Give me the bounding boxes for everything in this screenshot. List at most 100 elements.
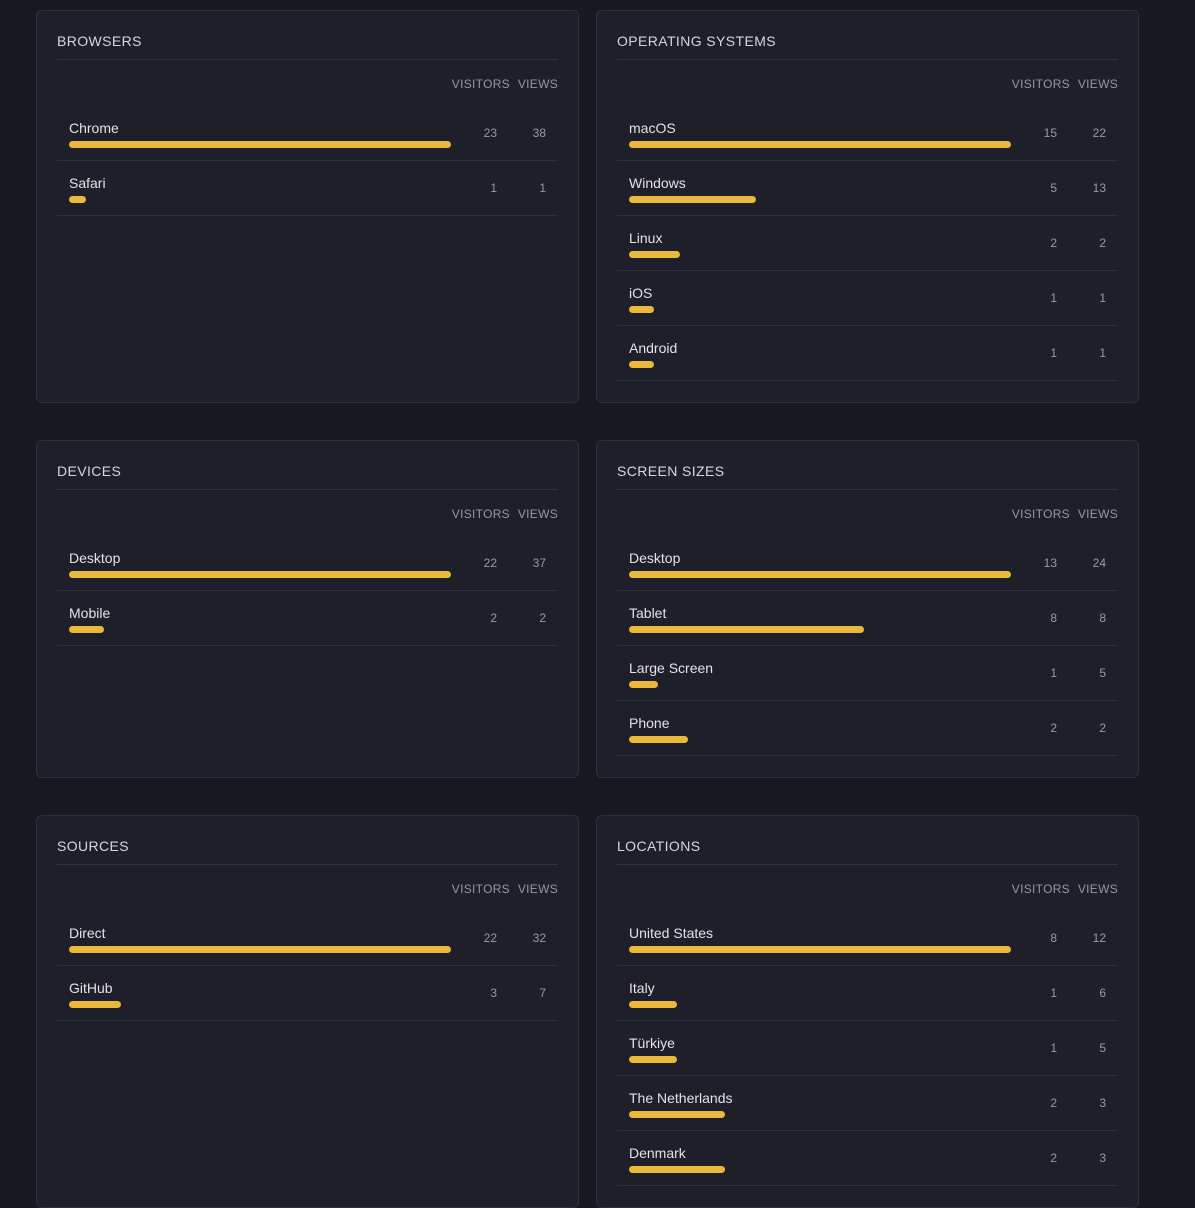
bar [629, 1111, 725, 1118]
list-row: Chrome 23 38 [57, 106, 558, 161]
column-label: VIEWS [1077, 77, 1118, 91]
views-count: 37 [532, 556, 546, 570]
visitors-count: 5 [1050, 181, 1057, 195]
views-count: 13 [1092, 181, 1106, 195]
column-label: VIEWS [1077, 507, 1118, 521]
column-header: VISITORS VIEWS [617, 865, 1118, 901]
column-header: VISITORS VIEWS [617, 60, 1118, 96]
column-header: VISITORS VIEWS [57, 865, 558, 901]
list-row: The Netherlands 2 3 [617, 1076, 1118, 1131]
views-count: 24 [1092, 556, 1106, 570]
column-header: VISITORS VIEWS [57, 60, 558, 96]
row-list: Desktop 13 24 Tablet 8 8 Large Screen 1 5 Phone 2 2 [617, 536, 1118, 756]
views-count: 5 [1099, 666, 1106, 680]
visitors-count: 8 [1050, 611, 1057, 625]
views-count: 38 [532, 126, 546, 140]
panel: SCREEN SIZES VISITORS VIEWS Desktop 13 24 Tabl… [596, 440, 1139, 778]
list-row: macOS 15 22 [617, 106, 1118, 161]
column-label: VISITORS [451, 77, 510, 91]
bar [629, 251, 680, 258]
panel-title: BROWSERS [57, 11, 558, 60]
views-count: 5 [1099, 1041, 1106, 1055]
visitors-count: 2 [1050, 1096, 1057, 1110]
bar [629, 1056, 677, 1063]
row-list: macOS 15 22 Windows 5 13 Linux 2 2 iOS 1 1 Android 1 1 [617, 106, 1118, 381]
list-row: Safari 1 1 [57, 161, 558, 216]
visitors-count: 8 [1050, 931, 1057, 945]
list-row: Türkiye 1 5 [617, 1021, 1118, 1076]
visitors-count: 2 [490, 611, 497, 625]
visitors-count: 2 [1050, 721, 1057, 735]
views-count: 2 [1099, 236, 1106, 250]
row-label: Tablet [629, 605, 667, 621]
views-count: 3 [1099, 1096, 1106, 1110]
visitors-count: 1 [1050, 666, 1057, 680]
bar [69, 196, 86, 203]
row-label: macOS [629, 120, 676, 136]
panel: LOCATIONS VISITORS VIEWS United States 8 12 It… [596, 815, 1139, 1208]
bar [69, 571, 451, 578]
list-row: Direct 22 32 [57, 911, 558, 966]
panel-title: OPERATING SYSTEMS [617, 11, 1118, 60]
row-label: The Netherlands [629, 1090, 733, 1106]
visitors-count: 2 [1050, 1151, 1057, 1165]
visitors-count: 22 [483, 556, 497, 570]
page: BROWSERS VISITORS VIEWS Chrome 23 38 Safari 1 1 O… [36, 10, 1139, 1208]
list-row: Windows 5 13 [617, 161, 1118, 216]
row-list: Desktop 22 37 Mobile 2 2 [57, 536, 558, 646]
column-header: VISITORS VIEWS [57, 490, 558, 526]
bar [629, 1166, 725, 1173]
column-label: VIEWS [517, 507, 558, 521]
row-label: Türkiye [629, 1035, 675, 1051]
row-label: Denmark [629, 1145, 686, 1161]
panel-title: SCREEN SIZES [617, 441, 1118, 490]
row-label: Linux [629, 230, 663, 246]
list-row: Mobile 2 2 [57, 591, 558, 646]
row-label: Desktop [69, 550, 121, 566]
row-list: Chrome 23 38 Safari 1 1 [57, 106, 558, 216]
bar [69, 1001, 122, 1008]
bar [629, 946, 1011, 953]
panel: BROWSERS VISITORS VIEWS Chrome 23 38 Safari 1 1 [36, 10, 579, 403]
row-label: Windows [629, 175, 686, 191]
bar [69, 141, 451, 148]
panel: OPERATING SYSTEMS VISITORS VIEWS macOS 15 22 W… [596, 10, 1139, 403]
column-label: VIEWS [517, 882, 558, 896]
visitors-count: 3 [490, 986, 497, 1000]
views-count: 1 [539, 181, 546, 195]
visitors-count: 15 [1043, 126, 1057, 140]
bar [69, 946, 451, 953]
row-label: United States [629, 925, 714, 941]
row-label: iOS [629, 285, 653, 301]
views-count: 1 [1099, 291, 1106, 305]
bar [69, 626, 104, 633]
column-label: VISITORS [1011, 882, 1070, 896]
column-label: VIEWS [517, 77, 558, 91]
views-count: 8 [1099, 611, 1106, 625]
visitors-count: 1 [1050, 291, 1057, 305]
visitors-count: 1 [1050, 346, 1057, 360]
column-label: VISITORS [1011, 507, 1070, 521]
bar [629, 196, 757, 203]
row-label: Safari [69, 175, 106, 191]
row-label: Android [629, 340, 678, 356]
views-count: 3 [1099, 1151, 1106, 1165]
list-row: Desktop 13 24 [617, 536, 1118, 591]
row-list: Direct 22 32 GitHub 3 7 [57, 911, 558, 1021]
row-label: Phone [629, 715, 670, 731]
column-label: VIEWS [1077, 882, 1118, 896]
list-row: United States 8 12 [617, 911, 1118, 966]
list-row: Denmark 2 3 [617, 1131, 1118, 1186]
bar [629, 361, 655, 368]
views-count: 7 [539, 986, 546, 1000]
list-row: Large Screen 1 5 [617, 646, 1118, 701]
list-row: Linux 2 2 [617, 216, 1118, 271]
row-label: Large Screen [629, 660, 714, 676]
panel-title: DEVICES [57, 441, 558, 490]
views-count: 12 [1092, 931, 1106, 945]
visitors-count: 23 [483, 126, 497, 140]
views-count: 2 [1099, 721, 1106, 735]
views-count: 1 [1099, 346, 1106, 360]
column-label: VISITORS [451, 882, 510, 896]
panel-title: LOCATIONS [617, 816, 1118, 865]
